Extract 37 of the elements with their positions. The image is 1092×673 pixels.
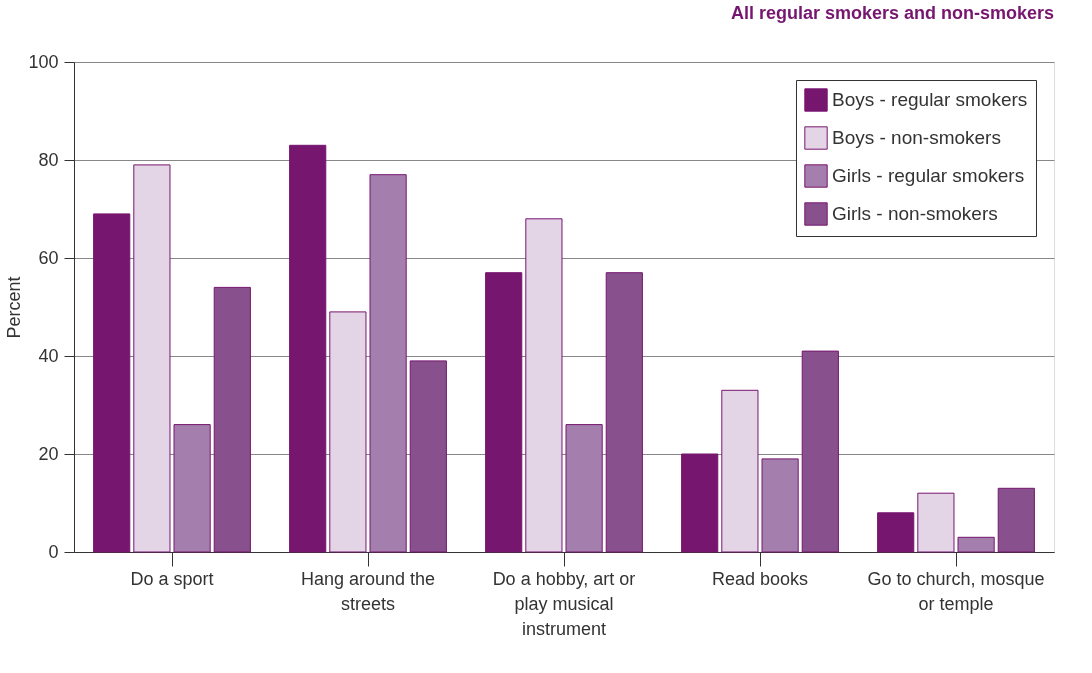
y-tick-label: 60: [38, 247, 59, 268]
x-tick-label: Hang around the streets: [300, 568, 436, 614]
bar: [173, 424, 211, 553]
bar: [605, 272, 643, 553]
y-tick-label: 40: [38, 345, 59, 366]
y-tick-label: 20: [38, 443, 59, 464]
bar: [485, 272, 523, 553]
x-tick-label: Do a hobby, art or play musical instrument: [492, 568, 636, 639]
bar: [681, 453, 719, 553]
legend-label: Girls - regular smokers: [832, 165, 1025, 186]
bar: [369, 174, 407, 553]
bar: [761, 458, 799, 553]
bar: [133, 164, 171, 553]
bar: [329, 311, 367, 553]
x-tick-label: Do a sport: [130, 568, 214, 589]
legend-label: Boys - regular smokers: [832, 89, 1028, 110]
bar: [213, 286, 251, 553]
x-tick-label: Go to church, mosque or temple: [867, 568, 1045, 614]
y-tick-label: 80: [38, 149, 59, 170]
bar: [409, 360, 447, 553]
bar: [721, 389, 759, 553]
y-axis-title: Percent: [4, 276, 25, 339]
legend-label: Girls - non-smokers: [832, 203, 998, 224]
y-tick-label: 100: [28, 51, 59, 72]
bar: [877, 512, 915, 553]
bar: [957, 536, 995, 553]
bar: [801, 350, 839, 553]
bar: [289, 144, 327, 553]
x-tick-label: Read books: [711, 568, 809, 589]
chart-title: All regular smokers and non-smokers: [730, 3, 1054, 23]
bar: [93, 213, 131, 553]
bar: [525, 218, 563, 553]
legend-label: Boys - non-smokers: [832, 127, 1001, 148]
bar: [565, 424, 603, 553]
y-tick-label: 0: [48, 541, 59, 562]
bar: [997, 487, 1035, 553]
bar: [917, 492, 955, 553]
